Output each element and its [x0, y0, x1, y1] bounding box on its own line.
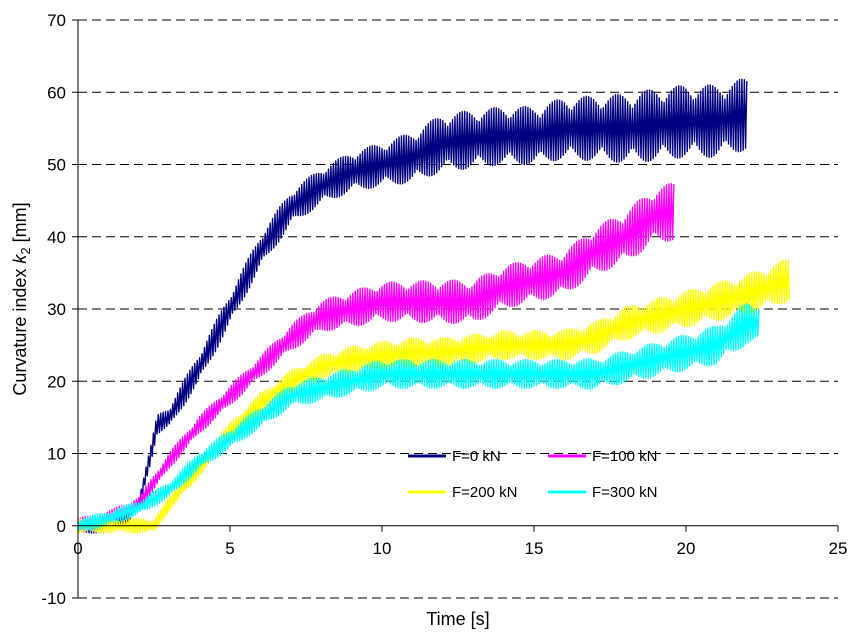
legend-label: F=200 kN [452, 484, 517, 501]
legend-label: F=100 kN [592, 448, 657, 465]
y-tick-label: 20 [47, 372, 66, 391]
legend-label: F=300 kN [592, 484, 657, 501]
y-tick-label: 40 [47, 228, 66, 247]
x-axis-label: Time [s] [426, 609, 489, 629]
x-tick-label: 0 [73, 539, 82, 558]
y-tick-labels: -10 0 10 20 30 40 50 60 70 [41, 11, 66, 608]
y-axis-label-symbol: k [10, 254, 30, 264]
y-tick-label: 10 [47, 445, 66, 464]
y-axis-label-subscript: 2 [18, 247, 33, 254]
y-axis-label-suffix: [mm] [10, 202, 30, 247]
y-tick-label: 0 [57, 517, 66, 536]
x-tick-label: 10 [373, 539, 392, 558]
series-line-3 [77, 302, 760, 531]
series-line-1 [77, 182, 675, 534]
series-line-0 [77, 78, 748, 534]
y-tick-label: 30 [47, 300, 66, 319]
y-tick-label: -10 [41, 589, 66, 608]
series-group [77, 78, 791, 534]
axes [72, 19, 839, 599]
y-axis-label-prefix: Curvature index [10, 264, 30, 396]
x-tick-label: 15 [525, 539, 544, 558]
x-tick-label: 25 [829, 539, 848, 558]
x-tick-labels: 0 5 10 15 20 25 [73, 539, 847, 558]
y-tick-label: 50 [47, 156, 66, 175]
legend-label: F=0 kN [452, 448, 501, 465]
legend: F=0 kN F=100 kN F=200 kN F=300 kN [408, 448, 657, 501]
y-tick-label: 60 [47, 83, 66, 102]
x-tick-label: 5 [225, 539, 234, 558]
y-tick-label: 70 [47, 11, 66, 30]
x-tick-label: 20 [677, 539, 696, 558]
y-axis-label: Curvature index k2 [mm] [10, 202, 33, 395]
